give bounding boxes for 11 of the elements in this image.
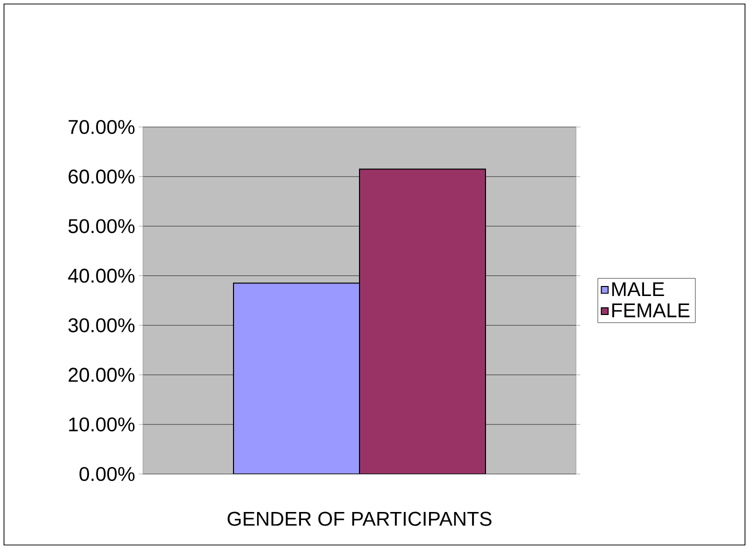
y-tick-label: 70.00%: [68, 120, 135, 134]
y-tick-label: 30.00%: [68, 318, 135, 332]
y-tick-label: 0.00%: [80, 466, 135, 482]
y-tick-label: 10.00%: [69, 417, 135, 432]
y-tick-label: 20.00%: [68, 368, 135, 382]
legend-label: MALE: [612, 282, 664, 296]
y-tick-label: 50.00%: [68, 219, 135, 234]
legend-label: FEMALE: [612, 303, 690, 318]
y-tick-label: 40.00%: [68, 268, 135, 283]
y-tick-label: 60.00%: [68, 170, 135, 184]
x-tick-label: GENDER OF PARTICIPANTS: [228, 512, 492, 526]
